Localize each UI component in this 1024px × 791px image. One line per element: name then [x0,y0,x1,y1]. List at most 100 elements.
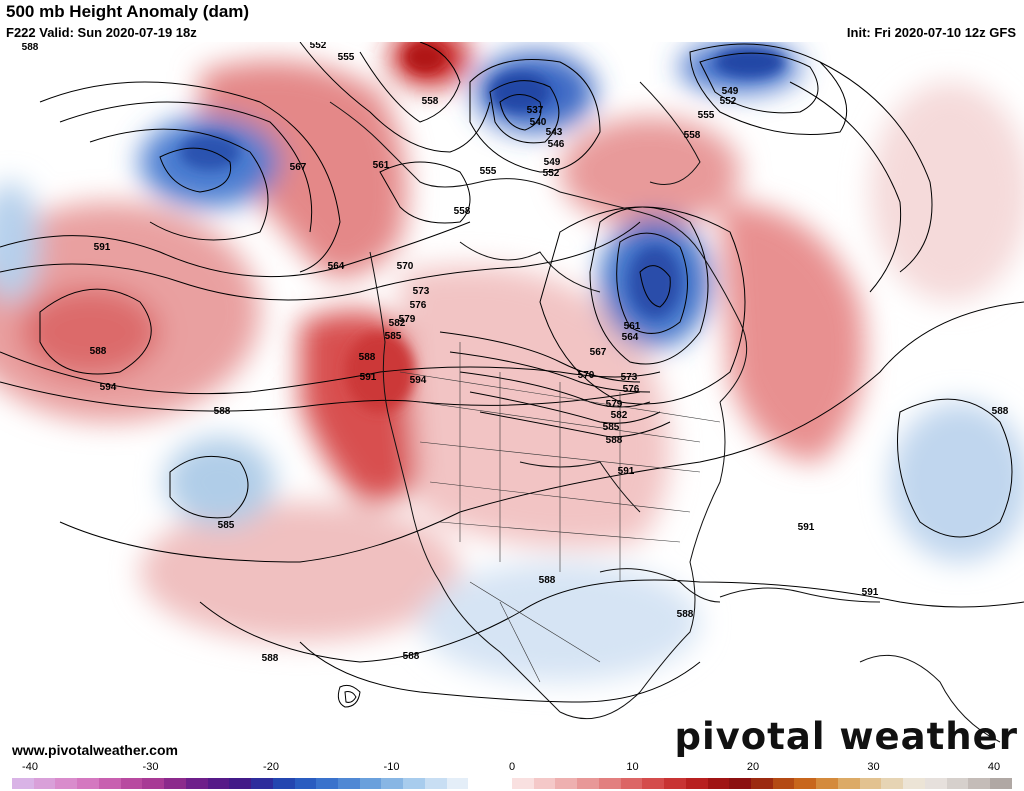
colorbar-swatch [620,778,643,789]
colorbar-swatch [859,778,882,789]
contour-label: 558 [422,96,439,107]
colorbar-swatch [33,778,56,789]
colorbar [12,778,1012,789]
colorbar-swatch [750,778,773,789]
contour-label: 576 [623,384,640,395]
colorbar-swatch [229,778,252,789]
colorbar-swatch [359,778,382,789]
colorbar-swatch [577,778,599,789]
contour-label: 582 [389,318,406,329]
contour-label: 591 [94,242,111,253]
contour-label: 555 [698,110,715,121]
colorbar-tick-label: 10 [626,761,639,773]
colorbar-swatch [77,778,99,789]
map-title: 500 mb Height Anomaly (dam) [6,2,250,21]
colorbar-swatch [642,778,665,789]
colorbar-swatch [142,778,165,789]
contour-label: 576 [410,300,427,311]
colorbar-swatch [446,778,469,789]
contour-label: 561 [624,321,641,332]
contour-labels: 588 5525555585495525555585375405435465495… [22,42,1009,664]
contour-label: 564 [328,261,345,272]
contour-label: 588 [214,406,231,417]
contour-label: 585 [385,331,402,342]
colorbar-swatch [685,778,708,789]
colorbar-tick-label: -10 [383,761,400,773]
colorbar-swatch [903,778,925,789]
colorbar-swatch [664,778,686,789]
contour-label: 588 [262,653,279,664]
colorbar-swatch [772,778,795,789]
colorbar-swatch [164,778,186,789]
colorbar-tick-label: 40 [987,761,1001,773]
colorbar-tick-label: 20 [746,761,760,773]
colorbar-tick-label: -20 [263,761,279,773]
colorbar-swatch [837,778,860,789]
colorbar-swatch [468,778,491,789]
colorbar-tick-label: -40 [22,761,38,773]
contour-label: 540 [530,117,547,128]
colorbar-swatch [294,778,317,789]
contour-label: 588 [677,609,694,620]
colorbar-swatch [990,778,1012,789]
contour-label: 546 [548,139,565,150]
contour-label: 588 [22,42,39,53]
contour-label: 591 [360,372,377,383]
contour-label: 588 [359,352,376,363]
contour-label: 567 [590,347,607,358]
colorbar-swatch [207,778,230,789]
contour-label: 552 [543,168,560,179]
contour-label: 579 [399,314,416,325]
contour-label: 579 [606,399,623,410]
contour-label: 588 [992,406,1009,417]
colorbar-swatch [968,778,991,789]
colorbar-swatch [381,778,404,789]
colorbar-swatch [338,778,360,789]
colorbar-swatch [316,778,339,789]
colorbar-swatch [729,778,751,789]
contour-label: 570 [397,261,414,272]
contour-label: 570 [578,370,595,381]
political-borders [399,342,721,683]
contour-label: 591 [618,466,635,477]
contour-label: 588 [539,575,556,586]
contour-label: 555 [480,166,497,177]
contour-label: 582 [611,410,628,421]
colorbar-swatch [272,778,295,789]
colorbar-swatch [490,778,512,789]
colorbar-tick-label: 0 [508,761,516,773]
colorbar-swatch [55,778,78,789]
colorbar-swatch [98,778,121,789]
colorbar-swatch [598,778,621,789]
init-time: Init: Fri 2020-07-10 12z GFS [846,25,1016,40]
colorbar-swatch [924,778,947,789]
colorbar-ticks: -40 -30 -20 -10 0 10 20 30 40 [12,761,1012,777]
contour-label: 594 [100,382,117,393]
contour-label: 573 [413,286,430,297]
colorbar-swatch [120,778,143,789]
contour-label: 585 [218,520,235,531]
contour-label: 588 [606,435,623,446]
colorbar-swatch [707,778,730,789]
colorbar-swatch [511,778,534,789]
height-contours [0,42,1024,708]
contour-label: 543 [546,127,563,138]
contour-label: 549 [722,86,739,97]
contour-label: 552 [720,96,737,107]
contour-label: 573 [621,372,638,383]
anomaly-map: 588 552 555 558 549 552 555 558 537 540 543 546 549 5… [0,42,1024,762]
contour-label: 591 [798,522,815,533]
contour-label: 588 [403,651,420,662]
contour-label: 558 [454,206,471,217]
contour-label: 561 [373,160,390,171]
source-url[interactable]: www.pivotalweather.com [12,742,178,758]
colorbar-swatch [816,778,838,789]
contour-label: 564 [622,332,639,343]
contour-label: 591 [862,587,879,598]
coastlines [329,81,1001,743]
contour-label: 552 [310,42,327,51]
colorbar-swatch [185,778,208,789]
colorbar-swatch [881,778,904,789]
colorbar-swatch [555,778,578,789]
contour-label: 594 [410,375,427,386]
